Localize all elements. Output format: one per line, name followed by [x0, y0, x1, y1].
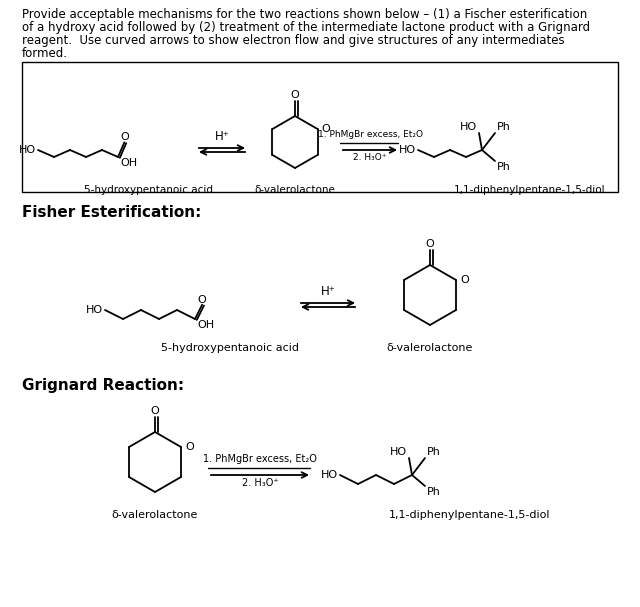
Text: formed.: formed. [22, 47, 68, 60]
Text: O: O [426, 239, 435, 249]
Text: 2. H₃O⁺: 2. H₃O⁺ [242, 478, 278, 488]
FancyBboxPatch shape [22, 62, 618, 192]
Text: δ-valerolactone: δ-valerolactone [255, 185, 335, 195]
Text: Grignard Reaction:: Grignard Reaction: [22, 378, 184, 393]
Text: O: O [120, 132, 129, 142]
Text: 5-hydroxypentanoic acid: 5-hydroxypentanoic acid [83, 185, 212, 195]
Text: OH: OH [120, 158, 137, 168]
Text: 5-hydroxypentanoic acid: 5-hydroxypentanoic acid [161, 343, 299, 353]
Text: HO: HO [399, 145, 416, 155]
Text: O: O [185, 442, 194, 452]
Text: δ-valerolactone: δ-valerolactone [112, 510, 198, 520]
Text: Provide acceptable mechanisms for the two reactions shown below – (1) a Fischer : Provide acceptable mechanisms for the tw… [22, 8, 588, 21]
Text: HO: HO [86, 305, 103, 315]
Text: O: O [291, 90, 300, 100]
Text: HO: HO [19, 145, 36, 155]
Text: H⁺: H⁺ [321, 285, 335, 298]
Text: 1,1-diphenylpentane-1,5-diol: 1,1-diphenylpentane-1,5-diol [389, 510, 551, 520]
Text: Fisher Esterification:: Fisher Esterification: [22, 205, 202, 220]
Text: Ph: Ph [497, 122, 511, 132]
Text: 1,1-diphenylpentane-1,5-diol: 1,1-diphenylpentane-1,5-diol [454, 185, 606, 195]
Text: OH: OH [197, 320, 214, 330]
Text: 1. PhMgBr excess, Et₂O: 1. PhMgBr excess, Et₂O [317, 130, 422, 139]
Text: H⁺: H⁺ [214, 130, 229, 143]
Text: HO: HO [321, 470, 338, 480]
Text: O: O [150, 406, 159, 416]
Text: HO: HO [460, 122, 477, 132]
Text: O: O [198, 294, 207, 305]
Text: of a hydroxy acid followed by (2) treatment of the intermediate lactone product : of a hydroxy acid followed by (2) treatm… [22, 21, 590, 34]
Text: reagent.  Use curved arrows to show electron flow and give structures of any int: reagent. Use curved arrows to show elect… [22, 34, 564, 47]
Text: HO: HO [390, 447, 407, 457]
Text: Ph: Ph [427, 447, 441, 457]
Text: 2. H₃O⁺: 2. H₃O⁺ [353, 153, 387, 162]
Text: δ-valerolactone: δ-valerolactone [387, 343, 473, 353]
Text: O: O [460, 275, 468, 285]
Text: Ph: Ph [427, 487, 441, 497]
Text: O: O [321, 124, 330, 134]
Text: Ph: Ph [497, 162, 511, 172]
Text: 1. PhMgBr excess, Et₂O: 1. PhMgBr excess, Et₂O [203, 454, 317, 464]
